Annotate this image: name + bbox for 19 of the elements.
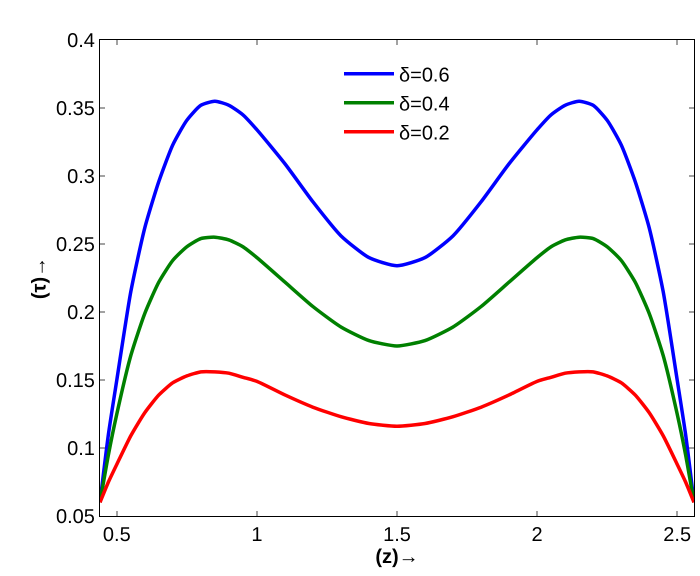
y-tick-label: 0.25 xyxy=(56,234,95,256)
y-tick-label: 0.4 xyxy=(67,30,95,52)
y-tick-label: 0.1 xyxy=(67,438,95,460)
legend-label: δ=0.6 xyxy=(399,64,450,87)
x-tick-label: 2.5 xyxy=(663,524,692,546)
y-axis-title: (τ)→ xyxy=(28,256,50,300)
x-tick-label: 1.5 xyxy=(383,524,411,546)
x-tick-label: 1 xyxy=(251,524,262,546)
x-axis-title: (z)→ xyxy=(375,546,419,568)
y-tick-label: 0.05 xyxy=(56,506,95,528)
legend-label: δ=0.4 xyxy=(399,94,450,116)
y-tick-label: 0.35 xyxy=(56,98,95,120)
x-tick-label: 2 xyxy=(532,524,543,546)
y-tick-label: 0.3 xyxy=(67,166,95,188)
line-series xyxy=(100,370,694,504)
y-tick-label: 0.2 xyxy=(67,302,95,324)
y-tick-label: 0.15 xyxy=(56,370,95,392)
legend-label: δ=0.2 xyxy=(399,122,450,145)
x-tick-label: 0.5 xyxy=(102,524,131,546)
